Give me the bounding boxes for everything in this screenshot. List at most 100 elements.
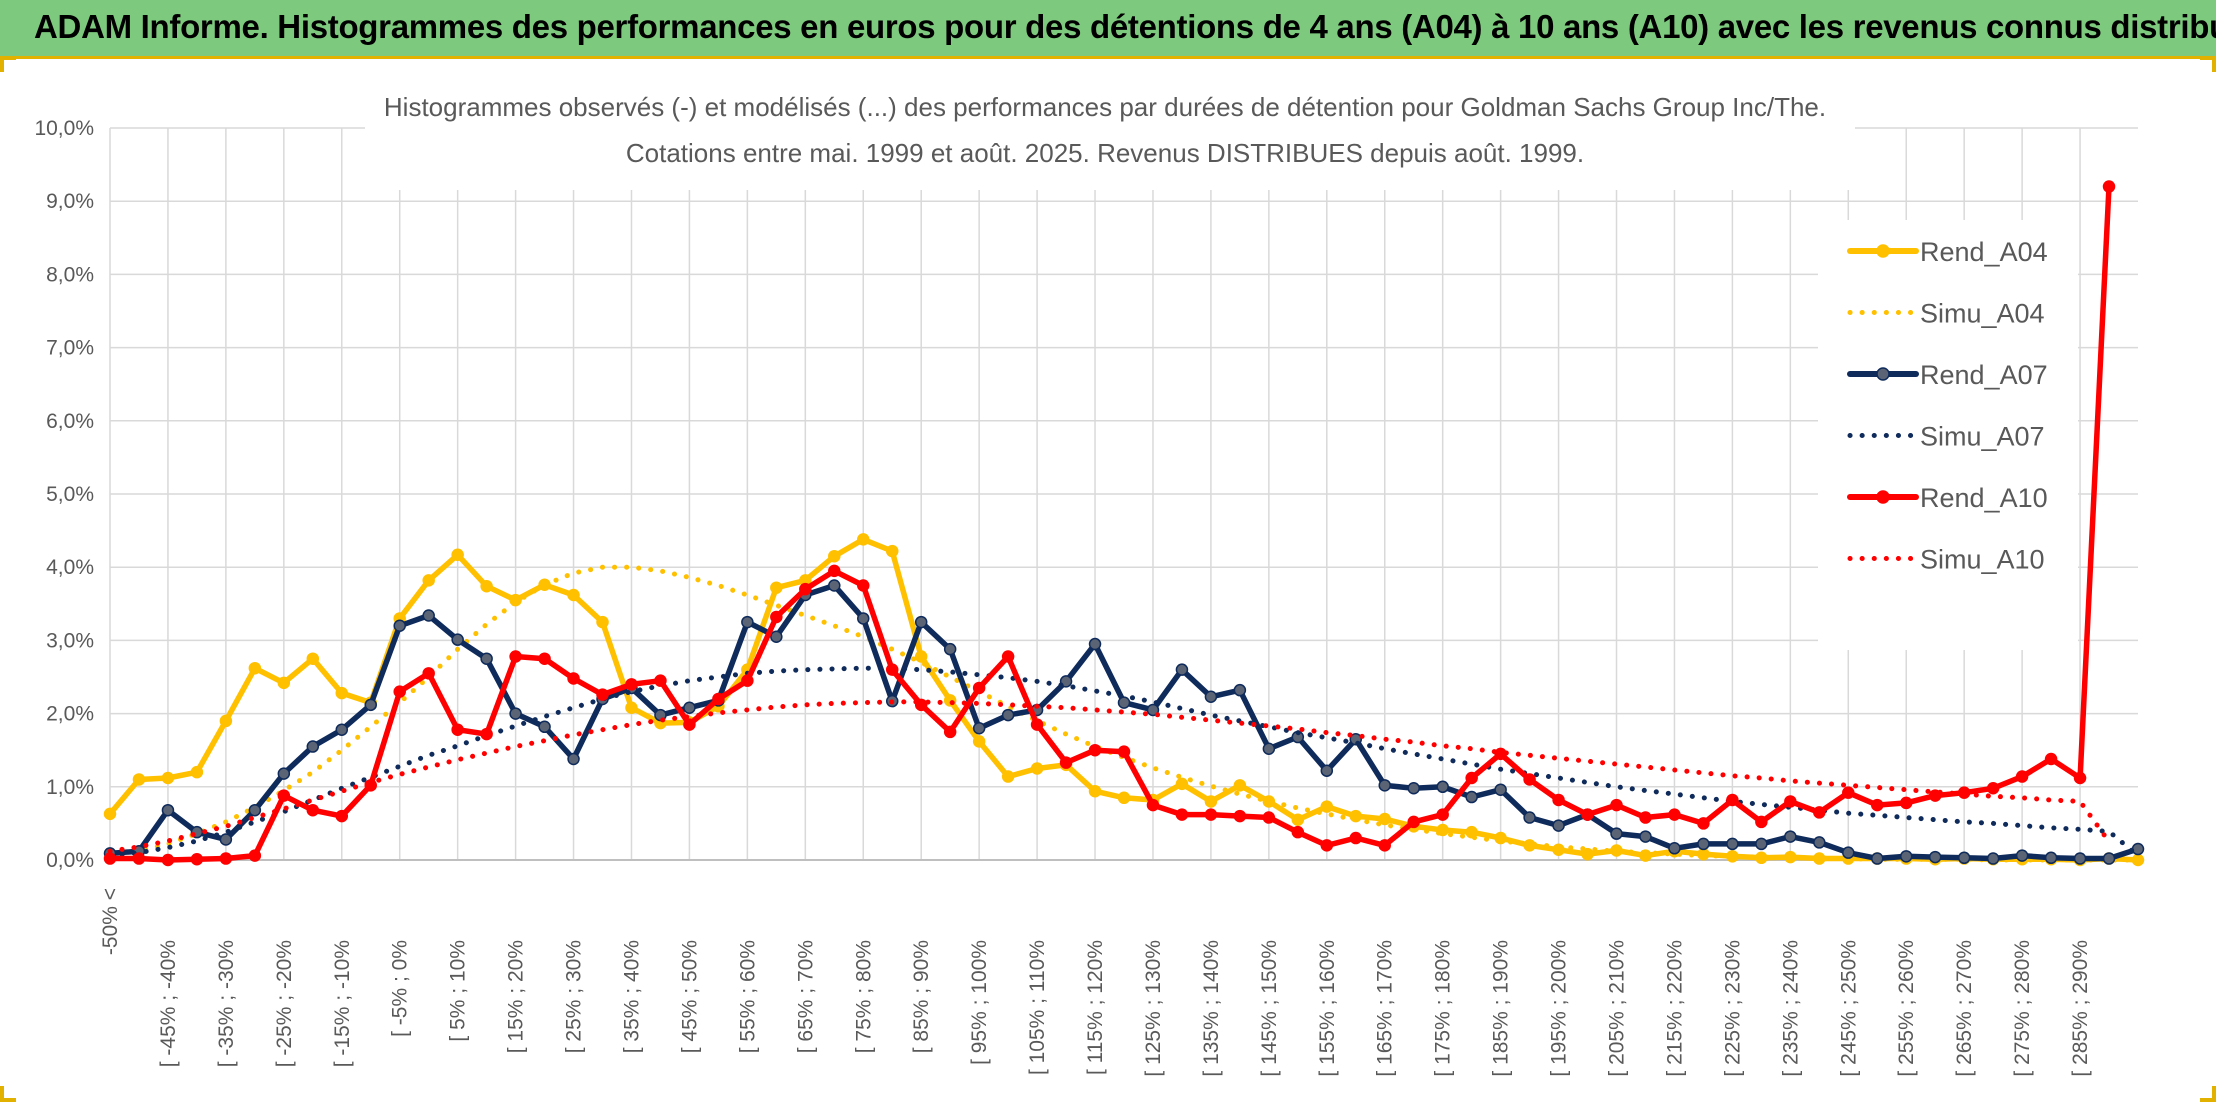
x-tick-label: [ 265% ; 270% — [1953, 940, 1976, 1077]
data-point-rend_a10 — [451, 723, 464, 736]
x-tick-label: [ 125% ; 130% — [1142, 940, 1165, 1077]
data-point-rend_a07 — [2073, 852, 2087, 865]
data-point-rend_a10 — [1407, 815, 1420, 829]
data-point-rend_a07 — [1668, 842, 1681, 855]
data-point-rend_a10 — [1784, 795, 1797, 808]
data-point-rend_a07 — [1175, 663, 1189, 676]
histogram-chart: 0,0% 1,0% 2,0% 3,0% 4,0% 5,0% 6,0% 7,0% 8,0% 9,0%… — [34, 86, 2145, 1077]
data-point-rend_a07 — [683, 701, 696, 714]
y-axis-ticks: 0,0% 1,0% 2,0% 3,0% 4,0% 5,0% 6,0% 7,0% 8,0% 9,0%… — [34, 117, 94, 872]
legend-marker-rend_a07 — [1876, 367, 1890, 381]
x-tick-label: [ -25% ; -20% — [273, 940, 296, 1067]
data-point-rend_a04 — [248, 661, 262, 675]
data-point-rend_a04 — [885, 544, 899, 558]
data-point-rend_a10 — [1842, 786, 1855, 799]
chart-title-line1: Histogrammes observés (-) et modélisés (… — [384, 92, 1826, 122]
y-tick-label: 1,0% — [46, 776, 94, 799]
series-line-rend_a10 — [107, 183, 2112, 863]
data-point-rend_a10 — [2073, 771, 2087, 785]
data-point-rend_a10 — [1436, 808, 1449, 821]
data-point-rend_a07 — [1407, 782, 1420, 795]
data-point-rend_a07 — [1813, 836, 1826, 849]
data-point-rend_a07 — [2102, 852, 2116, 865]
data-point-rend_a10 — [1378, 839, 1391, 852]
series-line-simu_a10 — [107, 699, 2112, 854]
data-point-rend_a04 — [828, 549, 841, 563]
frame-corner — [0, 56, 16, 72]
data-point-rend_a04 — [277, 676, 291, 690]
data-point-rend_a10 — [972, 681, 986, 695]
y-tick-label: 8,0% — [46, 263, 94, 286]
x-tick-label: [ 175% ; 180% — [1432, 940, 1455, 1077]
x-tick-label: [ -5% ; 0% — [389, 940, 412, 1037]
data-point-rend_a04 — [1117, 791, 1131, 805]
data-point-rend_a10 — [654, 674, 667, 687]
data-point-rend_a10 — [1465, 771, 1478, 785]
data-point-rend_a10 — [1871, 798, 1884, 812]
data-point-rend_a10 — [1899, 796, 1913, 810]
data-point-rend_a04 — [972, 735, 986, 748]
legend: Rend_A04 Simu_A04 Rend_A07 Simu_A07 Rend_A10… — [1847, 237, 2048, 575]
data-point-rend_a07 — [2015, 849, 2029, 862]
data-point-rend_a10 — [596, 688, 609, 701]
x-tick-label: [ 225% ; 230% — [1721, 940, 1744, 1077]
data-point-rend_a10 — [1320, 839, 1334, 852]
data-point-rend_a07 — [422, 609, 435, 622]
data-point-rend_a07 — [538, 720, 551, 734]
data-point-rend_a10 — [1059, 756, 1073, 769]
data-point-rend_a07 — [914, 615, 928, 629]
data-point-rend_a04 — [596, 615, 609, 629]
data-point-rend_a07 — [741, 615, 754, 629]
data-point-rend_a10 — [1755, 815, 1768, 829]
data-point-rend_a07 — [509, 707, 522, 720]
x-tick-label: [ 195% ; 200% — [1548, 940, 1571, 1077]
frame-corner — [2200, 1086, 2216, 1102]
data-point-rend_a10 — [1088, 743, 1102, 757]
data-point-rend_a07 — [248, 803, 262, 817]
y-tick-label: 4,0% — [46, 556, 94, 579]
data-point-rend_a04 — [480, 579, 493, 593]
data-point-rend_a04 — [306, 652, 320, 665]
data-point-rend_a04 — [132, 773, 146, 786]
x-tick-label: [ 25% ; 30% — [563, 940, 586, 1053]
data-point-rend_a10 — [393, 685, 406, 698]
data-point-rend_a10 — [1117, 745, 1131, 758]
data-point-rend_a07 — [2131, 842, 2145, 856]
data-point-rend_a10 — [335, 809, 349, 823]
x-tick-label: [ 95% ; 100% — [968, 940, 991, 1065]
data-point-rend_a04 — [625, 701, 638, 714]
data-point-rend_a07 — [972, 721, 986, 735]
x-tick-label: [ 105% ; 110% — [1026, 940, 1049, 1075]
chart-title-line2: Cotations entre mai. 1999 et août. 2025.… — [626, 138, 1584, 168]
data-point-rend_a10 — [190, 853, 204, 866]
data-point-rend_a04 — [1378, 812, 1391, 826]
data-point-rend_a07 — [1233, 683, 1247, 697]
legend-label-rend_a07: Rend_A07 — [1920, 360, 2048, 390]
data-point-rend_a07 — [1001, 708, 1015, 722]
series-lines — [103, 180, 2145, 867]
data-point-rend_a07 — [1784, 830, 1797, 843]
data-point-rend_a07 — [1088, 637, 1102, 651]
y-tick-label: 10,0% — [34, 117, 94, 140]
x-tick-label: [ 115% ; 120% — [1084, 940, 1107, 1075]
data-point-rend_a10 — [1262, 811, 1276, 824]
legend-label-simu_a07: Simu_A07 — [1920, 422, 2045, 452]
x-tick-label: [ 245% ; 250% — [1837, 940, 1860, 1077]
data-point-rend_a10 — [277, 789, 291, 802]
data-point-rend_a10 — [538, 652, 551, 665]
data-point-rend_a07 — [1899, 850, 1913, 863]
data-point-rend_a07 — [770, 630, 783, 643]
data-point-rend_a07 — [1523, 811, 1536, 824]
data-point-rend_a10 — [1001, 650, 1015, 663]
y-tick-label: 7,0% — [46, 337, 94, 360]
data-point-rend_a10 — [1204, 808, 1218, 821]
data-point-rend_a07 — [828, 579, 841, 592]
data-point-rend_a07 — [1928, 850, 1942, 864]
data-point-rend_a10 — [1552, 793, 1565, 807]
data-point-rend_a10 — [943, 725, 957, 739]
data-point-rend_a10 — [2015, 770, 2029, 783]
x-tick-label: [ 5% ; 10% — [447, 940, 470, 1042]
data-point-rend_a10 — [799, 582, 812, 596]
x-tick-label: [ -35% ; -30% — [215, 940, 238, 1067]
data-point-rend_a10 — [625, 678, 638, 691]
